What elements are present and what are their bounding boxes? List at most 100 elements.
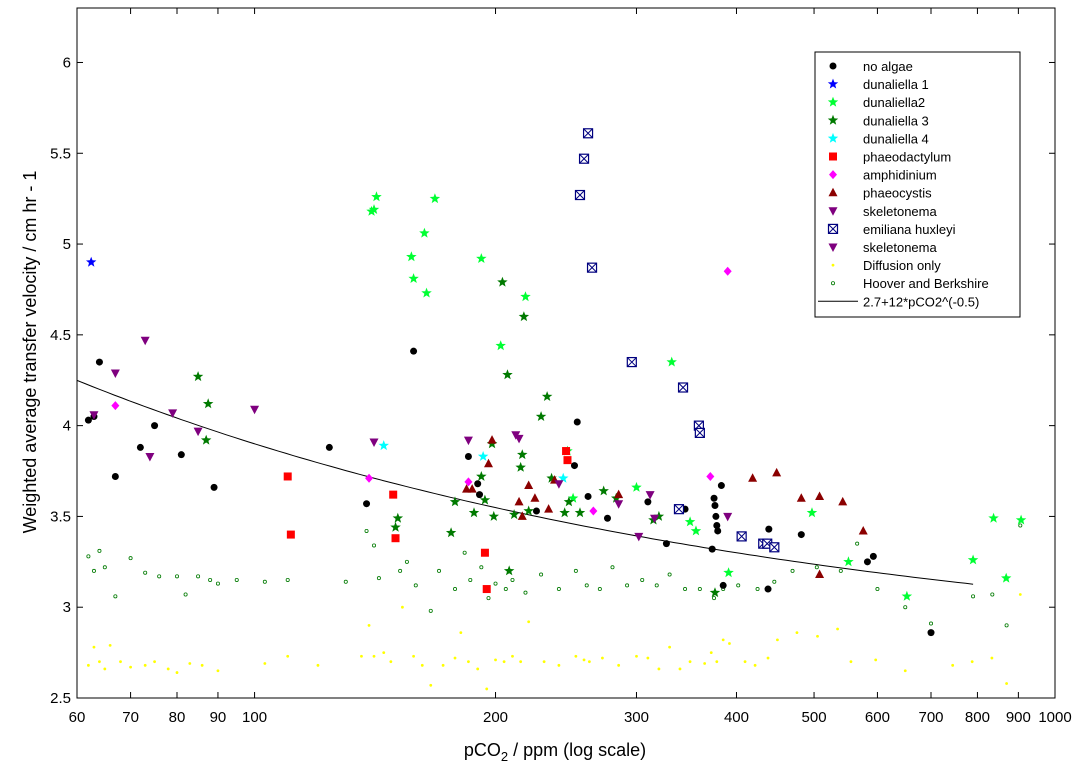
legend-label: phaeocystis bbox=[863, 186, 932, 201]
legend-marker bbox=[828, 243, 838, 252]
point-hoover-and-berkshire bbox=[539, 572, 544, 577]
point-diffusion-only bbox=[286, 654, 290, 658]
point-dunaliella-3 bbox=[559, 507, 570, 518]
legend-marker bbox=[827, 114, 839, 125]
point-dunaliella2 bbox=[806, 507, 818, 518]
point-hoover-and-berkshire bbox=[640, 577, 645, 582]
point-hoover-and-berkshire bbox=[398, 568, 403, 573]
point-diffusion-only bbox=[188, 662, 192, 665]
point-hoover-and-berkshire bbox=[814, 565, 819, 570]
point-diffusion-only bbox=[129, 665, 132, 669]
point-phaeocystis bbox=[815, 491, 825, 500]
point-skeletonema bbox=[110, 369, 120, 378]
point-no-algae bbox=[532, 507, 540, 515]
point-emiliana-huxleyi bbox=[626, 356, 637, 368]
point-hoover-and-berkshire bbox=[453, 587, 458, 592]
point-hoover-and-berkshire bbox=[215, 581, 220, 586]
point-no-algae bbox=[710, 494, 718, 502]
point-phaeocystis bbox=[858, 525, 868, 535]
point-dunaliella-3 bbox=[445, 527, 457, 538]
point-diffusion-only bbox=[836, 627, 839, 631]
point-hoover-and-berkshire bbox=[113, 594, 118, 599]
point-no-algae bbox=[714, 527, 722, 535]
x-tick-label: 100 bbox=[242, 709, 267, 726]
point-diffusion-only bbox=[703, 662, 707, 665]
point-diffusion-only bbox=[372, 654, 376, 658]
point-diffusion-only bbox=[721, 638, 725, 642]
point-no-algae bbox=[95, 358, 103, 366]
point-amphidinium bbox=[365, 473, 374, 483]
series-dunaliella-4 bbox=[378, 440, 569, 483]
point-dunaliella-3 bbox=[546, 472, 557, 483]
point-hoover-and-berkshire bbox=[343, 579, 348, 584]
marker-cross bbox=[583, 128, 593, 139]
marker-cross bbox=[587, 262, 597, 273]
point-dunaliella2 bbox=[684, 516, 696, 527]
fit-line-layer bbox=[76, 379, 974, 585]
point-hoover-and-berkshire bbox=[157, 574, 162, 579]
point-no-algae bbox=[573, 418, 581, 426]
point-dunaliella2 bbox=[967, 554, 979, 565]
point-no-algae bbox=[797, 531, 805, 539]
point-dunaliella-3 bbox=[563, 496, 575, 507]
point-dunaliella2 bbox=[366, 205, 377, 216]
point-dunaliella-3 bbox=[392, 512, 404, 523]
point-diffusion-only bbox=[485, 687, 489, 691]
point-hoover-and-berkshire bbox=[262, 579, 267, 584]
point-diffusion-only bbox=[389, 660, 393, 664]
point-diffusion-only bbox=[668, 645, 672, 649]
legend-item-skeletonema: skeletonema bbox=[828, 240, 937, 255]
legend-label: Diffusion only bbox=[863, 258, 941, 273]
point-hoover-and-berkshire bbox=[523, 590, 528, 595]
point-no-algae bbox=[151, 422, 159, 430]
point-diffusion-only bbox=[617, 663, 621, 667]
point-hoover-and-berkshire bbox=[468, 577, 473, 582]
legend-item-skeletonema: skeletonema bbox=[828, 204, 937, 219]
legend-label: dunaliella 1 bbox=[863, 77, 929, 92]
point-phaeocystis bbox=[544, 504, 554, 513]
point-diffusion-only bbox=[990, 656, 994, 660]
marker-cross bbox=[678, 382, 688, 393]
legend-label: amphidinium bbox=[863, 168, 937, 183]
point-diffusion-only bbox=[92, 645, 96, 649]
point-diffusion-only bbox=[688, 660, 692, 664]
point-phaeocystis bbox=[514, 496, 524, 506]
y-tick-label: 5.5 bbox=[50, 145, 71, 162]
point-hoover-and-berkshire bbox=[102, 565, 107, 570]
point-diffusion-only bbox=[903, 669, 907, 673]
x-axis-title-sub: 2 bbox=[501, 749, 508, 764]
x-tick-label: 800 bbox=[965, 709, 990, 726]
point-dunaliella-3 bbox=[497, 276, 508, 287]
point-diffusion-only bbox=[367, 623, 371, 627]
point-hoover-and-berkshire bbox=[285, 577, 290, 582]
point-dunaliella2 bbox=[901, 590, 913, 601]
point-no-algae bbox=[464, 453, 472, 460]
point-phaeocystis bbox=[614, 489, 624, 499]
point-dunaliella-3 bbox=[574, 507, 586, 518]
point-dunaliella2 bbox=[666, 356, 677, 367]
point-hoover-and-berkshire bbox=[97, 548, 102, 553]
marker-cross bbox=[674, 504, 684, 515]
x-axis-title-pre: pCO bbox=[464, 740, 501, 760]
point-phaeodactylum bbox=[562, 447, 571, 456]
point-emiliana-huxleyi bbox=[677, 382, 689, 393]
series-dunaliella2 bbox=[366, 191, 1027, 601]
point-diffusion-only bbox=[119, 660, 122, 664]
legend-marker bbox=[827, 132, 839, 143]
point-amphidinium bbox=[589, 506, 598, 516]
point-no-algae bbox=[474, 480, 482, 488]
point-dunaliella-3 bbox=[503, 565, 515, 576]
x-axis-title-post: / ppm (log scale) bbox=[508, 740, 646, 760]
point-emiliana-huxleyi bbox=[582, 128, 594, 139]
point-phaeodactylum bbox=[480, 548, 489, 557]
point-diffusion-only bbox=[316, 663, 320, 667]
legend-item-phaeocystis: phaeocystis bbox=[828, 186, 932, 201]
point-hoover-and-berkshire bbox=[428, 608, 433, 613]
point-diffusion-only bbox=[441, 663, 445, 667]
point-no-algae bbox=[136, 443, 144, 451]
point-hoover-and-berkshire bbox=[838, 568, 843, 573]
point-hoover-and-berkshire bbox=[234, 577, 239, 582]
point-hoover-and-berkshire bbox=[990, 592, 995, 597]
point-dunaliella-3 bbox=[202, 398, 214, 409]
point-hoover-and-berkshire bbox=[404, 559, 409, 564]
